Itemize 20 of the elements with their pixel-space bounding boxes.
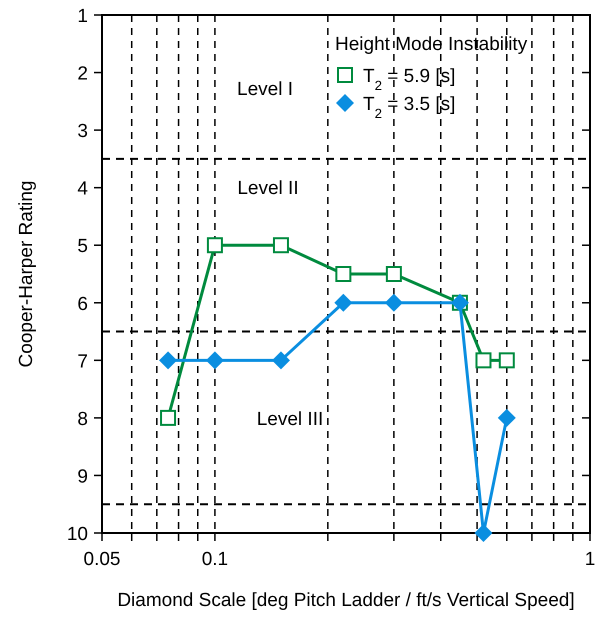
y-axis-title: Cooper-Harper Rating	[16, 180, 37, 368]
annotation: Level III	[256, 409, 324, 430]
y-tick-label: 4	[77, 178, 88, 200]
y-tick-label: 1	[77, 6, 88, 27]
x-axis-title: Diamond Scale [deg Pitch Ladder / ft/s Vertical Speed]	[117, 590, 575, 611]
annotation: Level II	[237, 178, 299, 199]
x-tick-label: 0.1	[202, 549, 228, 570]
x-tick-label: 1	[584, 549, 596, 570]
y-tick-label: 5	[77, 236, 88, 258]
y-tick-label: 3	[77, 121, 88, 142]
y-tick-label: 2	[77, 64, 88, 85]
annotation: Level I	[237, 79, 293, 100]
y-tick-label: 9	[77, 466, 88, 488]
y-tick-label: 7	[77, 351, 88, 372]
legend-title: Height Mode Instability	[335, 34, 528, 55]
x-tick-label: 0.05	[84, 549, 120, 570]
y-tick-label: 8	[77, 408, 88, 430]
legend-label: T$_{2}$ = 3.5 [s]	[363, 94, 456, 120]
y-tick-label: 10	[66, 524, 88, 545]
y-tick-label: 6	[77, 294, 88, 315]
